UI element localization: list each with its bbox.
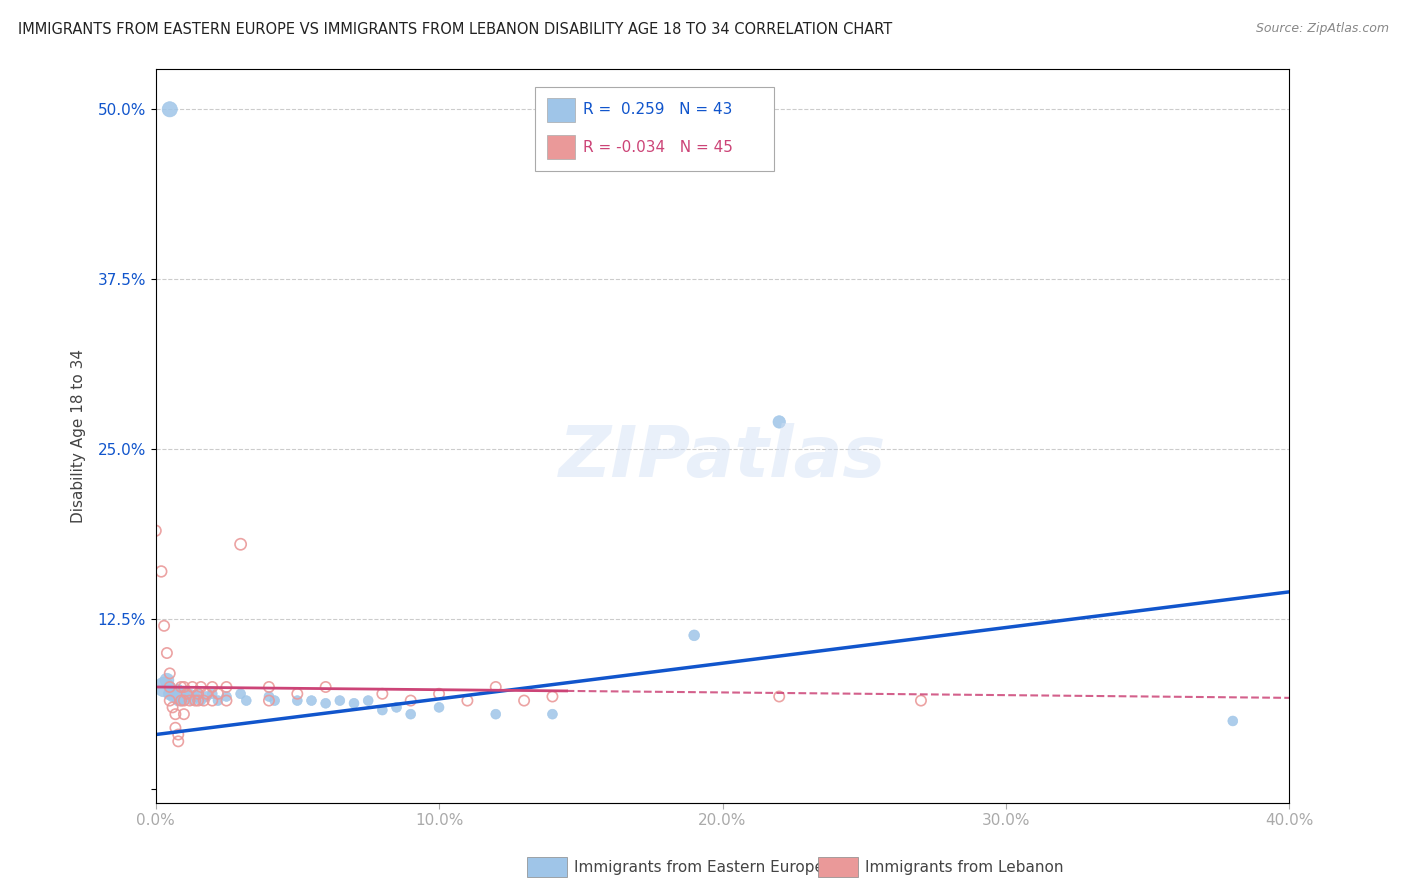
Point [301,693,323,707]
Point [170,693,193,707]
Text: R =  0.259   N = 43: R = 0.259 N = 43 [583,102,733,117]
Point [427,687,450,701]
Point [193,693,215,707]
Point [263,693,285,707]
Point [165,690,187,704]
Point [215,690,238,704]
Point [195,687,218,701]
Point [179,693,201,707]
Point [329,693,352,707]
Point [399,693,422,707]
Text: ZIPatlas: ZIPatlas [558,423,886,492]
Point [371,687,394,701]
Point [173,693,195,707]
Point [207,693,229,707]
Point [187,693,209,707]
Point [257,693,280,707]
Point [159,680,181,694]
Point [159,680,181,694]
Point [285,687,308,701]
Point [315,680,337,694]
Point [201,680,224,694]
Point [285,693,308,707]
Point [184,690,207,704]
Point [173,693,195,707]
Point [162,690,184,704]
Point [184,693,207,707]
Bar [547,98,575,122]
Point [156,673,179,688]
Point [181,693,204,707]
Point [150,565,173,579]
Text: IMMIGRANTS FROM EASTERN EUROPE VS IMMIGRANTS FROM LEBANON DISABILITY AGE 18 TO 3: IMMIGRANTS FROM EASTERN EUROPE VS IMMIGR… [18,22,893,37]
Point [187,687,209,701]
Point [427,700,450,714]
Point [170,693,193,707]
Point [190,693,212,707]
Point [170,687,193,701]
Point [167,693,190,707]
Point [513,693,536,707]
Point [187,687,209,701]
Point [190,680,212,694]
Point [176,687,198,701]
Point [541,707,564,722]
Point [235,693,257,707]
Bar [547,135,575,159]
Point [195,690,218,704]
Point [170,680,193,694]
Text: R = -0.034   N = 45: R = -0.034 N = 45 [583,139,733,154]
Point [167,734,190,748]
Point [768,690,790,704]
Point [181,680,204,694]
Point [229,537,252,551]
Point [145,524,167,538]
Point [165,721,187,735]
Point [162,700,184,714]
Point [173,680,195,694]
Point [768,415,790,429]
Point [315,696,337,710]
Y-axis label: Disability Age 18 to 34: Disability Age 18 to 34 [72,349,86,523]
Point [399,707,422,722]
FancyBboxPatch shape [536,87,773,171]
Point [159,687,181,701]
Point [159,693,181,707]
Point [456,693,478,707]
Point [683,628,706,642]
Point [162,684,184,698]
Point [371,703,394,717]
Text: Immigrants from Eastern Europe: Immigrants from Eastern Europe [574,860,824,874]
Point [1222,714,1244,728]
Point [167,682,190,697]
Point [156,646,179,660]
Point [173,707,195,722]
Point [153,680,176,694]
Point [165,707,187,722]
Point [257,680,280,694]
Point [229,687,252,701]
Point [176,690,198,704]
Point [357,693,380,707]
Text: Source: ZipAtlas.com: Source: ZipAtlas.com [1256,22,1389,36]
Point [215,693,238,707]
Point [385,700,408,714]
Point [159,103,181,117]
Point [159,666,181,681]
Point [343,696,366,710]
Text: Immigrants from Lebanon: Immigrants from Lebanon [865,860,1063,874]
Point [541,690,564,704]
Point [910,693,932,707]
Point [207,687,229,701]
Point [485,680,508,694]
Point [201,693,224,707]
Point [215,680,238,694]
Point [201,687,224,701]
Point [485,707,508,722]
Point [257,690,280,704]
Point [153,619,176,633]
Point [173,684,195,698]
Point [167,727,190,741]
Point [179,687,201,701]
